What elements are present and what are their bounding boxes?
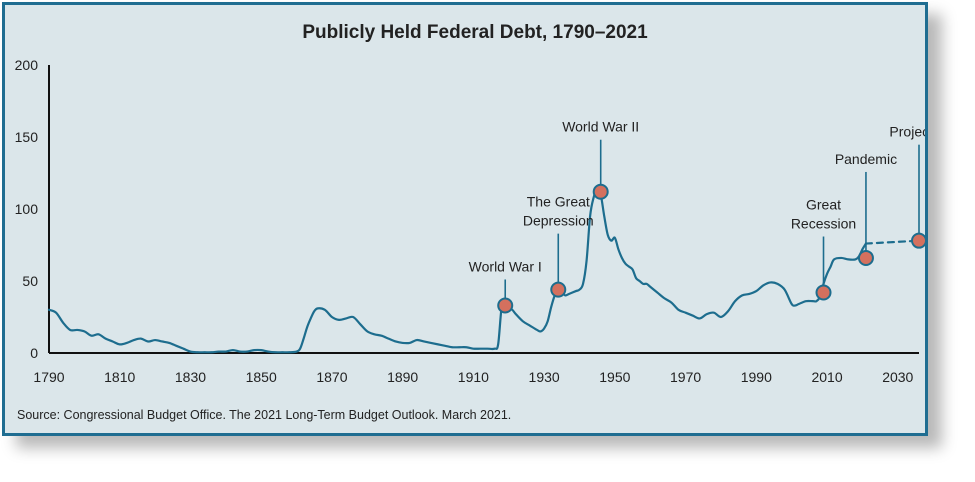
annotation-marker — [550, 281, 567, 298]
chart: Publicly Held Federal Debt, 1790–2021 0 5… — [15, 22, 925, 422]
source-note: Source: Congressional Budget Office. The… — [17, 408, 511, 422]
chart-frame: Publicly Held Federal Debt, 1790–2021 0 5… — [2, 2, 928, 436]
x-tick-label: 1970 — [670, 369, 701, 385]
x-tick-label: 1930 — [529, 369, 560, 385]
y-tick-label: 150 — [15, 129, 39, 145]
x-tick-label: 1990 — [741, 369, 772, 385]
y-tick-label: 100 — [15, 201, 39, 217]
x-tick-label: 1890 — [387, 369, 418, 385]
y-tick-label: 0 — [30, 345, 38, 361]
x-tick-label: 1910 — [458, 369, 489, 385]
annotation-label: The Great — [527, 194, 590, 210]
annotation-marker — [815, 284, 832, 301]
x-tick-label: 2010 — [811, 369, 842, 385]
axes — [48, 65, 919, 354]
ticks: 0 50 100 150 200 1790 1810 1830 1850 1870 1890 1910… — [15, 57, 914, 385]
debt-series-line — [47, 187, 868, 354]
annotation-marker — [592, 183, 609, 200]
x-tick-label: 1790 — [33, 369, 64, 385]
x-tick-label: 2030 — [882, 369, 913, 385]
annotation-label: Depression — [523, 213, 594, 229]
x-tick-label: 1850 — [246, 369, 277, 385]
annotation-marker — [857, 249, 874, 266]
chart-title: Publicly Held Federal Debt, 1790–2021 — [302, 22, 648, 43]
x-tick-label: 1830 — [175, 369, 206, 385]
annotation-label: Recession — [791, 216, 856, 232]
x-tick-label: 1810 — [104, 369, 135, 385]
annotation-marker — [497, 297, 514, 314]
annotation-label: Pandemic — [835, 151, 897, 167]
y-tick-label: 200 — [15, 57, 39, 73]
annotation-label: Projected — [889, 124, 925, 140]
annotation-label: World War I — [469, 258, 542, 274]
annotation-label: World War II — [562, 119, 639, 135]
x-tick-label: 1870 — [316, 369, 347, 385]
annotations: World War I The Great Depression World War … — [469, 119, 925, 314]
x-tick-label: 1950 — [599, 369, 630, 385]
annotation-marker — [911, 232, 925, 249]
y-tick-label: 50 — [22, 273, 38, 289]
annotation-label: Great — [806, 197, 841, 213]
